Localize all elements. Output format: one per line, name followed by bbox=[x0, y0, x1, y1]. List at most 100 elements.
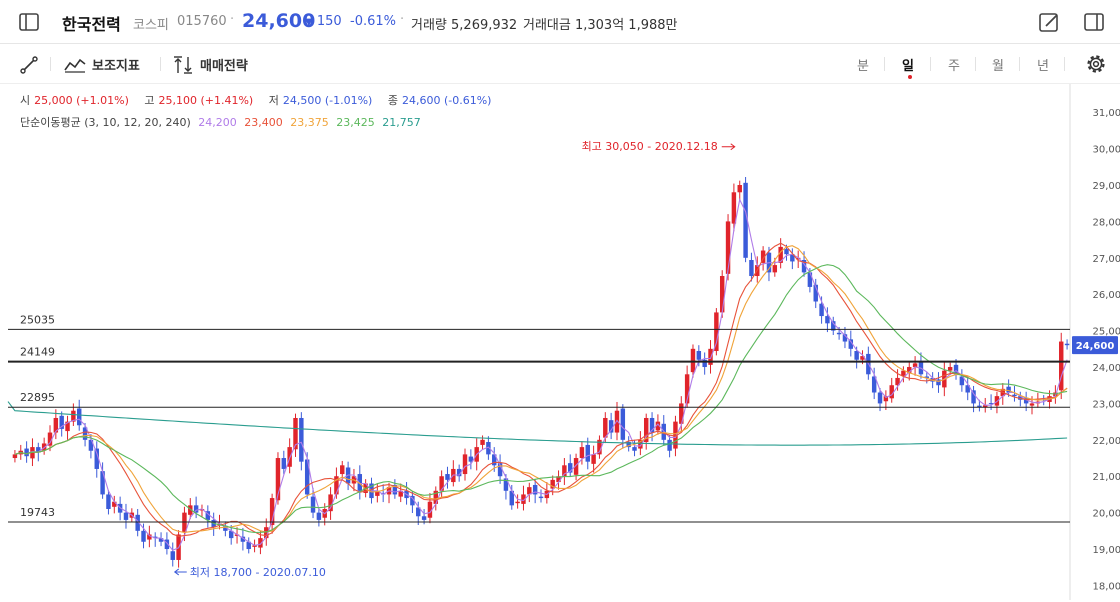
volume: 거래량 5,269,932 bbox=[411, 14, 517, 33]
ma-value-10: 23,400 bbox=[244, 116, 283, 129]
period-day[interactable]: 일 bbox=[902, 59, 914, 74]
period-minute[interactable]: 분 bbox=[857, 59, 869, 74]
candle-body bbox=[1029, 403, 1035, 406]
candle-body bbox=[568, 463, 573, 473]
edit-icon[interactable] bbox=[1038, 11, 1060, 33]
candle-body bbox=[240, 536, 246, 542]
amount-label: 거래대금 bbox=[523, 18, 571, 33]
candle-body bbox=[714, 312, 719, 352]
candle-body bbox=[614, 410, 620, 433]
candle-body bbox=[398, 490, 403, 497]
candle-body bbox=[983, 405, 988, 408]
price-change-pct: -0.61% bbox=[350, 14, 396, 29]
candle-body bbox=[871, 376, 877, 393]
candle-body bbox=[456, 468, 462, 477]
candle-body bbox=[12, 454, 18, 459]
volume-value: 5,269,932 bbox=[451, 18, 518, 33]
candle-body bbox=[357, 474, 363, 491]
trade-amount: 거래대금 1,303억 1,988만 bbox=[523, 14, 677, 33]
candle-body bbox=[88, 439, 94, 451]
candle-body bbox=[532, 484, 538, 495]
candle-body bbox=[737, 185, 742, 193]
candle-body bbox=[439, 476, 444, 491]
candle-body bbox=[702, 359, 707, 368]
ma-label: 단순이동평균 (3, 10, 12, 20, 240) bbox=[20, 116, 191, 129]
candle-body bbox=[936, 379, 941, 386]
toolbar-divider bbox=[975, 57, 976, 71]
candle-body bbox=[410, 495, 415, 506]
side-panel-icon[interactable] bbox=[1083, 11, 1105, 33]
separator-dot: · bbox=[230, 12, 235, 27]
candle-body bbox=[293, 417, 298, 450]
candle-body bbox=[889, 385, 894, 399]
candle-body bbox=[264, 527, 269, 539]
candle-body bbox=[47, 432, 53, 446]
candle-body bbox=[860, 356, 865, 360]
candle-body bbox=[772, 265, 778, 273]
candle-body bbox=[608, 420, 614, 433]
ma-line-20 bbox=[14, 264, 1068, 534]
toolbar-divider bbox=[1064, 57, 1065, 71]
low-annotation: 최저 18,700 - 2020.07.10 bbox=[190, 566, 326, 579]
candle-body bbox=[36, 447, 41, 453]
toolbar-divider bbox=[884, 57, 885, 71]
candle-body bbox=[141, 530, 146, 542]
candle-body bbox=[503, 478, 509, 491]
candle-body bbox=[112, 501, 117, 507]
candle-body bbox=[877, 392, 883, 404]
candle-body bbox=[275, 458, 281, 501]
candle-body bbox=[579, 447, 585, 459]
candle-body bbox=[228, 530, 234, 539]
y-tick-label: 22,000 bbox=[1093, 436, 1120, 447]
candle-body bbox=[562, 465, 567, 477]
separator-dot: · bbox=[400, 12, 405, 27]
price-chart[interactable]: 18,000 19,000 20,000 21,000 22,000 23,000 24,0… bbox=[0, 84, 1120, 602]
candle-body bbox=[760, 250, 766, 263]
stock-code: 015760 bbox=[177, 14, 227, 29]
candle-body bbox=[597, 439, 602, 455]
candle-body bbox=[603, 417, 608, 438]
line-draw-icon[interactable] bbox=[20, 56, 38, 74]
candle-body bbox=[310, 496, 316, 513]
candle-body bbox=[626, 442, 631, 448]
period-month[interactable]: 월 bbox=[992, 59, 1004, 74]
amount-value: 1,303억 1,988만 bbox=[574, 18, 678, 33]
indicator-icon bbox=[64, 58, 86, 73]
candle-body bbox=[620, 408, 626, 440]
y-tick-label: 18,000 bbox=[1093, 581, 1120, 592]
candle-body bbox=[825, 316, 830, 324]
ma-value-240: 21,757 bbox=[382, 116, 421, 129]
candle-body bbox=[59, 415, 64, 429]
candle-body bbox=[831, 321, 836, 331]
chart-toolbar: 보조지표 매매전략 분 일 주 월 년 bbox=[0, 44, 1120, 84]
candle-body bbox=[977, 405, 982, 408]
stock-header: 한국전력 코스피 015760 · 24,600 ▼ 150 -0.61% · … bbox=[0, 0, 1120, 44]
toolbar-divider bbox=[50, 57, 51, 71]
strategy-button[interactable]: 매매전략 bbox=[172, 55, 248, 74]
period-year[interactable]: 년 bbox=[1037, 59, 1049, 74]
candle-body bbox=[731, 192, 737, 224]
period-week[interactable]: 주 bbox=[948, 59, 960, 74]
candle-body bbox=[667, 439, 672, 451]
candle-body bbox=[895, 377, 900, 386]
candle-body bbox=[573, 458, 579, 475]
gear-icon[interactable] bbox=[1085, 53, 1107, 75]
candle-body bbox=[94, 448, 99, 469]
indicator-button[interactable]: 보조지표 bbox=[64, 55, 140, 74]
candle-body bbox=[486, 442, 491, 455]
sidebar-toggle-icon[interactable] bbox=[18, 11, 40, 33]
y-tick-label: 29,000 bbox=[1093, 181, 1120, 192]
candle-body bbox=[492, 454, 497, 466]
candle-body bbox=[497, 463, 503, 477]
candle-body bbox=[65, 421, 70, 432]
y-tick-label: 23,000 bbox=[1093, 399, 1120, 410]
ma-value-3: 24,200 bbox=[198, 116, 237, 129]
candle-body bbox=[1006, 386, 1011, 393]
candle-body bbox=[1059, 341, 1064, 391]
candle-body bbox=[912, 363, 918, 368]
active-period-indicator bbox=[908, 75, 912, 79]
candle-body bbox=[673, 421, 678, 449]
candle-body bbox=[521, 494, 526, 504]
ma-line-3 bbox=[14, 197, 1068, 551]
candle-body bbox=[971, 390, 976, 404]
